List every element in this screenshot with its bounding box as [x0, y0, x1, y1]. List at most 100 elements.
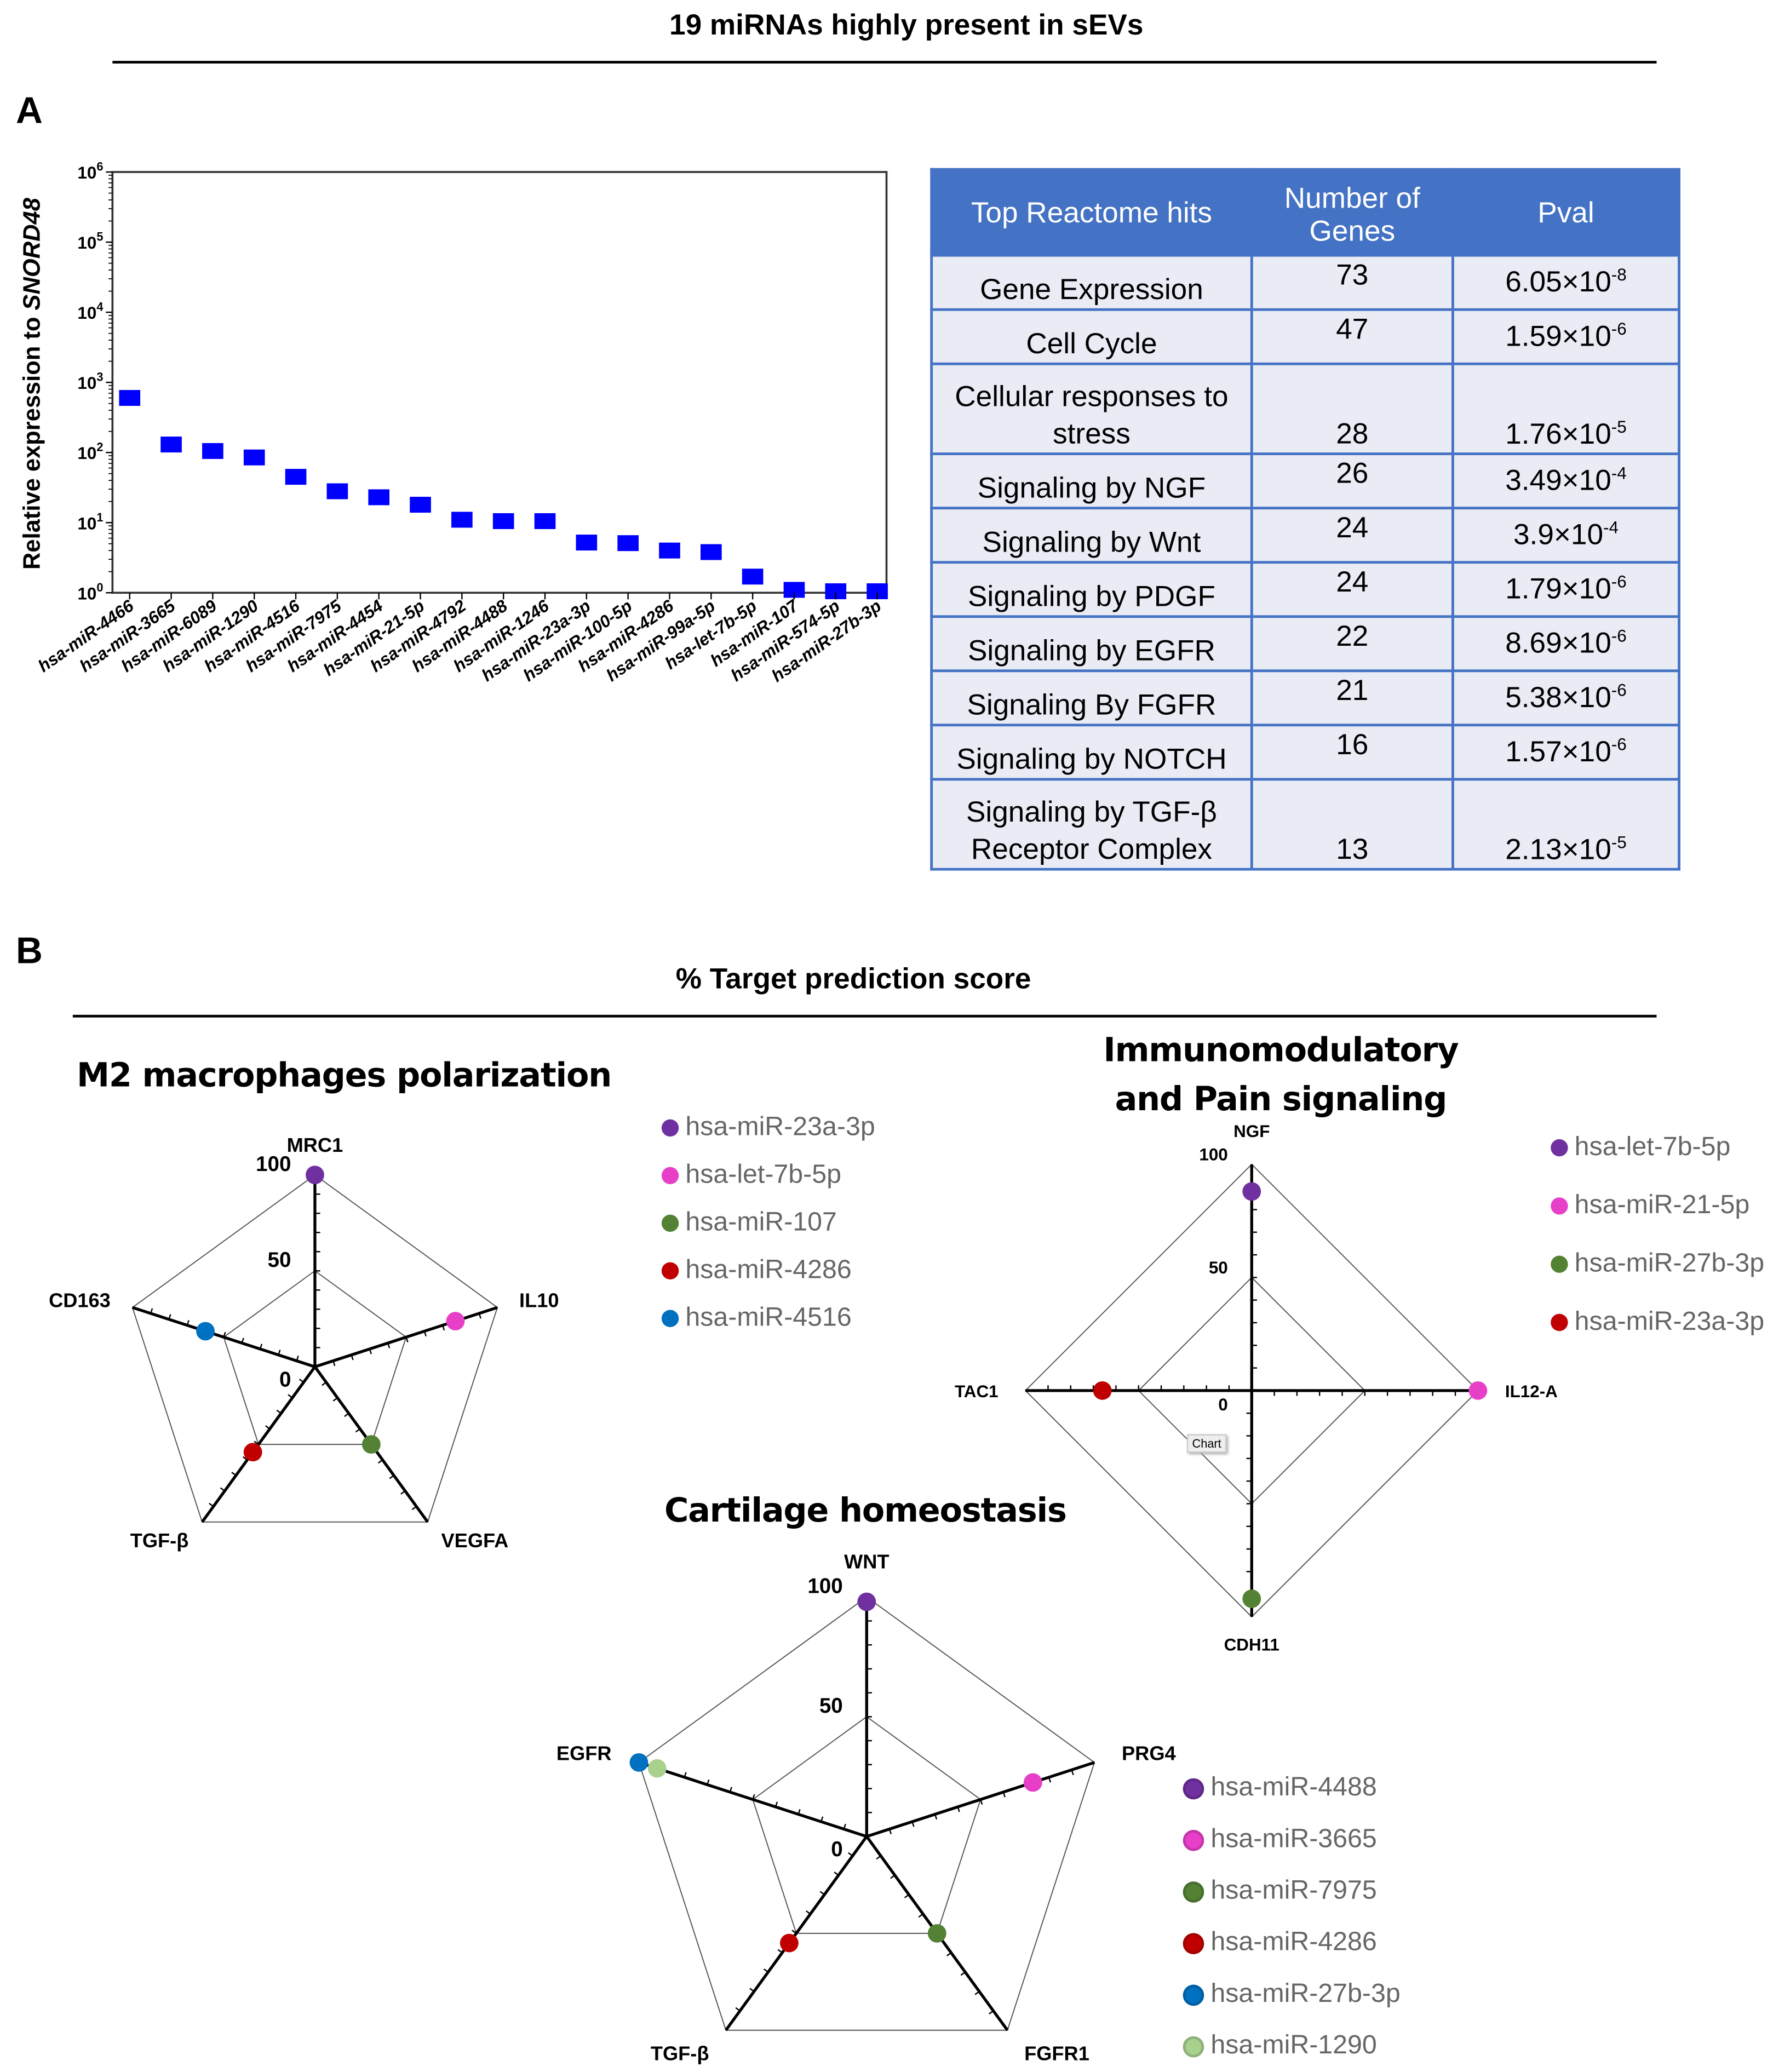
- pval-exponent: -6: [1611, 680, 1627, 700]
- radar-tick: [974, 1991, 980, 1995]
- table-row: Signaling by Wnt 24 3.9×10-4: [930, 507, 1680, 564]
- cell-pval: 2.13×10-5: [1451, 778, 1680, 871]
- cell-hit: Signaling by Wnt: [930, 507, 1253, 564]
- legend-label: hsa-miR-4516: [685, 1303, 852, 1333]
- radar-r-tick: 50: [1209, 1258, 1228, 1277]
- radar-tick: [797, 1809, 801, 1815]
- legend-item: hsa-miR-4488: [1183, 1773, 1377, 1804]
- radar-point: [306, 1166, 324, 1185]
- legend-label: hsa-miR-27b-3p: [1574, 1249, 1765, 1278]
- radar-tick: [400, 1490, 406, 1495]
- radar-tick: [220, 1487, 225, 1492]
- legend-item: hsa-miR-4286: [1183, 1928, 1377, 1959]
- radar-tick: [209, 1502, 214, 1507]
- radar-grid: [223, 1270, 407, 1445]
- pval-mantissa: 1.76×10: [1505, 416, 1611, 450]
- radar-tick: [276, 1409, 282, 1414]
- radar-tick: [957, 1806, 960, 1812]
- legend-marker-icon: [1183, 1984, 1204, 2005]
- legend-marker-icon: [661, 1214, 679, 1232]
- pval-exponent: -5: [1611, 831, 1627, 852]
- divider: [72, 1014, 1657, 1017]
- legend-item: hsa-let-7b-5p: [661, 1161, 841, 1191]
- radar-tick: [1048, 1777, 1052, 1783]
- radar-point: [1023, 1773, 1042, 1792]
- legend-marker-icon: [1183, 1932, 1204, 1954]
- radar-tick: [820, 1816, 824, 1822]
- legend-label: hsa-miR-1290: [1210, 2031, 1377, 2060]
- y-tick-exp: 0: [96, 581, 103, 594]
- radar-tick: [707, 1779, 710, 1785]
- legend-item: hsa-miR-23a-3p: [1551, 1307, 1764, 1338]
- data-point: [410, 497, 431, 513]
- col-header-hits: Top Reactome hits: [930, 168, 1253, 257]
- table-row: Signaling By FGFR 21 5.38×10-6: [930, 669, 1680, 727]
- legend-item: hsa-let-7b-5p: [1551, 1133, 1730, 1163]
- radar-axis-label: IL10: [519, 1289, 559, 1311]
- radar-tick: [763, 1968, 769, 1973]
- chart-tooltip: Chart: [1186, 1434, 1227, 1453]
- radar-tick: [946, 1952, 952, 1956]
- radar-tick: [411, 1506, 417, 1511]
- legend-item: hsa-miR-23a-3p: [661, 1113, 875, 1144]
- radar-tick: [777, 1949, 783, 1954]
- cell-pval: 1.59×10-6: [1451, 308, 1680, 365]
- cell-genes: 21: [1250, 669, 1454, 727]
- legend-item: hsa-miR-21-5p: [1551, 1191, 1749, 1221]
- radar-axis-label: CDH11: [1224, 1635, 1279, 1655]
- radar-axis-label: TGF-β: [130, 1529, 189, 1552]
- data-point: [742, 569, 764, 585]
- data-point: [326, 483, 348, 500]
- radar-tick: [684, 1772, 687, 1778]
- radar-r-tick: 100: [1199, 1145, 1227, 1164]
- cell-genes: 73: [1250, 254, 1454, 311]
- divider: [112, 61, 1657, 63]
- cell-genes: 22: [1250, 615, 1454, 673]
- radar-tick: [405, 1336, 409, 1342]
- data-point: [243, 449, 265, 466]
- legend-marker-icon: [1183, 1880, 1204, 1902]
- radar-r-tick: 50: [819, 1694, 843, 1718]
- radar-tick: [186, 1320, 190, 1326]
- cell-pval: 3.9×10-4: [1451, 507, 1680, 564]
- radar-tick: [1071, 1770, 1074, 1775]
- table-row: Signaling by TGF-β Receptor Complex 13 2…: [930, 778, 1680, 871]
- radar-axis: [200, 1365, 317, 1523]
- legend-marker-icon: [1551, 1313, 1568, 1331]
- data-point: [492, 513, 514, 529]
- radar-tick: [904, 1894, 910, 1898]
- radar-point: [446, 1312, 465, 1330]
- cell-hit: Signaling by NGF: [930, 452, 1253, 510]
- panel-label-a: A: [15, 90, 43, 131]
- radar-tick: [241, 1338, 244, 1344]
- legend-label: hsa-miR-4286: [1210, 1927, 1377, 1957]
- legend-marker-icon: [1183, 1777, 1204, 1799]
- radar-point: [196, 1322, 215, 1341]
- cell-pval: 8.69×10-6: [1451, 615, 1680, 673]
- legend-label: hsa-miR-107: [685, 1208, 837, 1237]
- legend-marker-icon: [1551, 1197, 1568, 1215]
- cell-hit: Cellular responses to stress: [930, 362, 1253, 456]
- cell-pval: 5.38×10-6: [1451, 669, 1680, 727]
- legend-marker-icon: [661, 1119, 679, 1137]
- pval-mantissa: 1.59×10: [1505, 319, 1611, 353]
- legend-marker-icon: [1551, 1255, 1568, 1273]
- radar-point: [1468, 1381, 1488, 1400]
- data-point: [368, 489, 390, 506]
- cartilage-title: Cartilage homeostasis: [664, 1491, 1067, 1530]
- radar-tick: [890, 1874, 896, 1879]
- y-axis-label: Relative expression to SNORD48: [19, 197, 45, 570]
- radar-tick: [423, 1331, 427, 1337]
- cell-pval: 1.76×10-5: [1451, 362, 1680, 456]
- cell-hit: Gene Expression: [930, 254, 1253, 311]
- cell-genes: 13: [1250, 778, 1454, 871]
- radar-tick: [774, 1801, 778, 1807]
- radar-tick: [989, 2010, 994, 2015]
- table-row: Signaling by EGFR 22 8.69×10-6: [930, 615, 1680, 673]
- immuno-title-1: Immunomodulatory: [1103, 1030, 1459, 1069]
- radar-point: [362, 1435, 381, 1454]
- radar-axis-label: IL12-A: [1505, 1382, 1558, 1401]
- legend-marker-icon: [1183, 1829, 1204, 1851]
